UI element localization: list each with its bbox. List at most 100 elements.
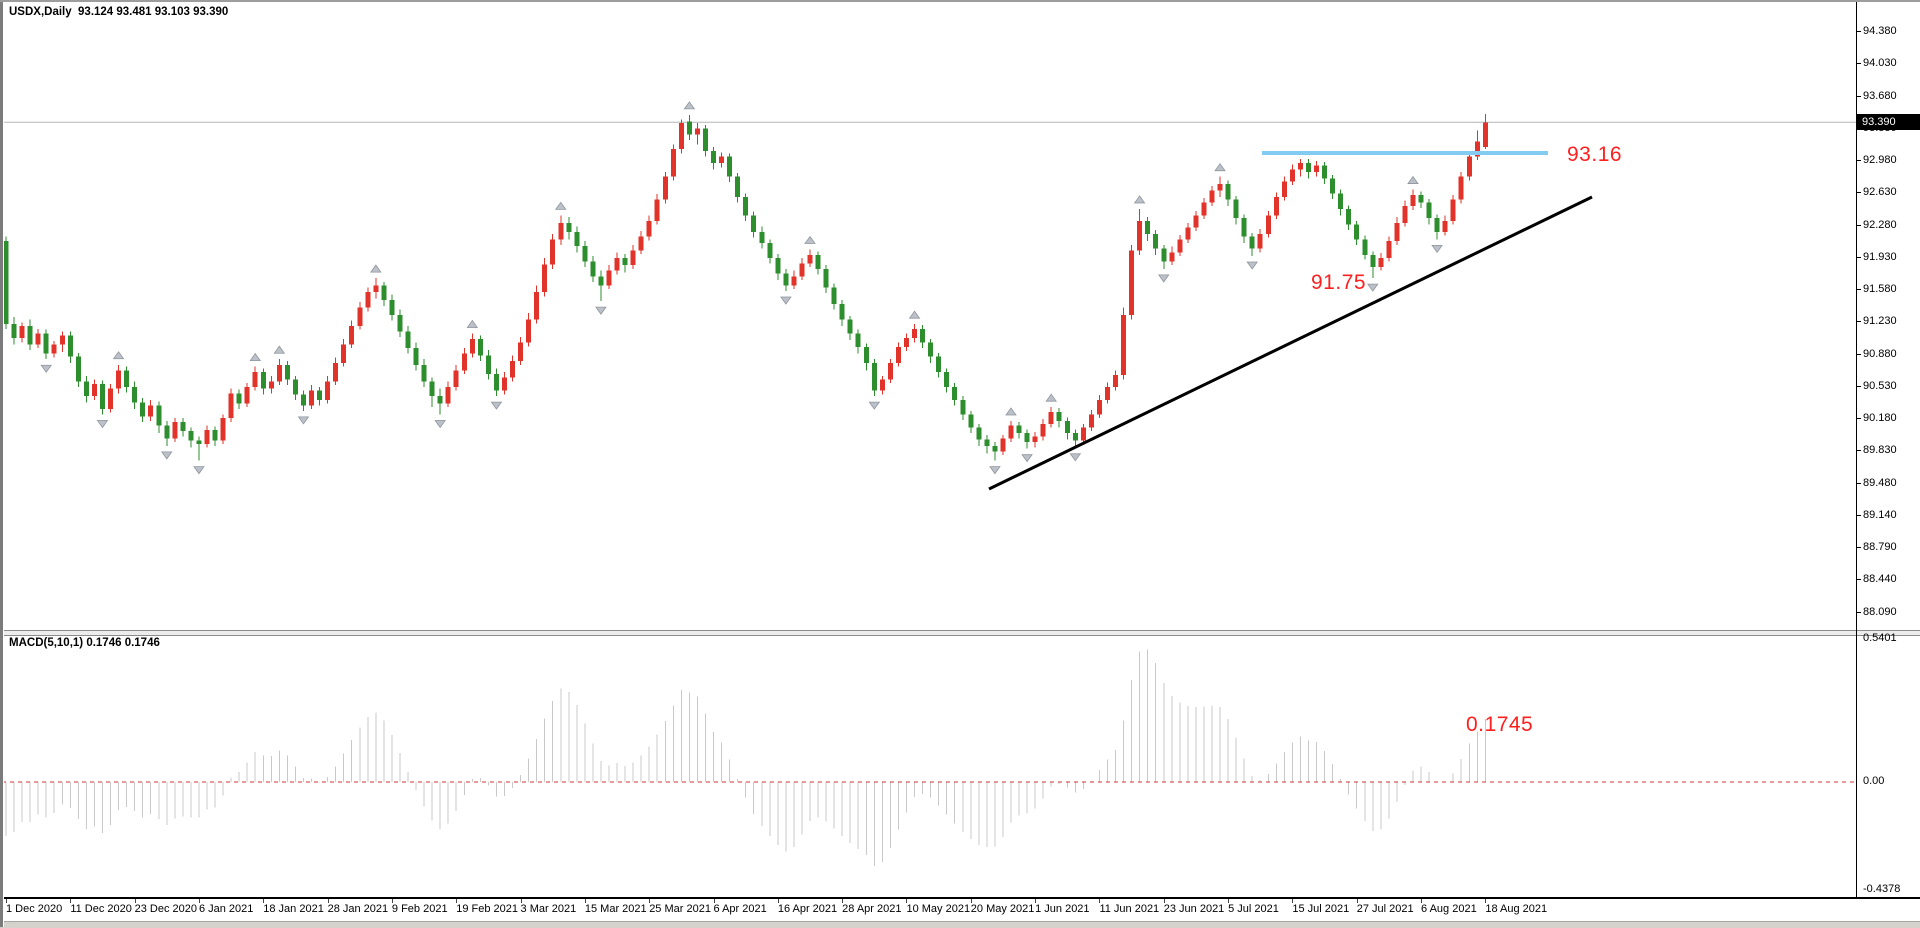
symbol-ohlc-readout: USDX,Daily 93.124 93.481 93.103 93.390 [9,6,229,18]
price-axis-label: 89.140 [1863,508,1897,521]
date-axis-tick [327,899,329,903]
date-axis-label: 3 Mar 2021 [520,903,577,915]
date-axis-label: 28 Apr 2021 [842,903,902,915]
date-axis-label: 23 Jun 2021 [1163,903,1225,915]
price-axis-tick [1856,579,1861,581]
price-axis-tick [1856,289,1861,290]
price-axis-label: 88.440 [1863,573,1897,586]
date-axis-label: 18 Aug 2021 [1485,903,1548,915]
date-axis-tick [906,899,908,903]
date-axis-label: 23 Dec 2020 [134,903,198,915]
date-axis-label: 28 Jan 2021 [327,903,389,915]
date-axis-tick [1035,899,1037,903]
window-left-edge [0,0,4,927]
price-axis-tick [1856,547,1861,548]
price-axis-tick [1856,353,1861,355]
date-axis-tick [584,899,586,903]
date-axis-label: 11 Dec 2020 [70,903,132,915]
macd-indicator-readout: MACD(5,10,1) 0.1746 0.1746 [9,637,160,649]
price-axis-tick [1856,256,1861,258]
date-axis-tick [70,899,72,903]
window-bottom-edge [0,921,1920,928]
date-axis-tick [456,899,458,903]
price-axis-label: 92.630 [1863,186,1897,199]
price-axis-tick [1856,160,1861,161]
date-axis-label: 20 May 2021 [970,903,1035,915]
date-axis-tick [649,899,651,903]
price-axis-tick [1856,95,1861,97]
date-axis-tick [134,899,136,903]
date-axis-tick [1485,899,1487,903]
price-axis-tick [1856,63,1861,65]
panel-separator-handle[interactable] [0,630,1920,636]
price-axis-tick [1856,450,1861,452]
macd-axis-label: 0.00 [1863,775,1885,787]
price-axis-tick [1856,192,1861,194]
macd-panel-border [0,897,1920,899]
price-axis-tick [1856,385,1861,387]
price-axis-label: 91.930 [1863,250,1897,263]
price-axis-label: 94.380 [1863,25,1897,37]
date-axis-label: 1 Jun 2021 [1035,903,1090,915]
date-axis-tick [6,899,7,903]
price-axis-label: 90.530 [1863,379,1897,392]
current-price-badge: 93.390 [1857,114,1920,130]
date-axis-tick [713,899,715,903]
date-axis-label: 1 Dec 2020 [6,903,63,915]
macd-axis-label: 0.5401 [1863,632,1897,644]
price-axis-label: 89.830 [1863,444,1897,457]
price-axis-tick [1856,418,1861,419]
date-axis-label: 5 Jul 2021 [1228,903,1279,915]
price-axis-label: 88.090 [1863,605,1897,618]
window-top-edge [0,0,1920,2]
price-axis-label: 92.280 [1863,218,1897,231]
date-axis-tick [777,899,779,903]
price-axis-label: 91.580 [1863,283,1897,295]
date-axis-tick [1421,899,1423,903]
price-axis-tick [1856,31,1861,32]
date-axis-tick [842,899,844,903]
price-axis-label: 92.980 [1863,154,1897,166]
date-axis-label: 6 Apr 2021 [713,903,767,915]
date-axis-tick [1099,899,1101,903]
price-axis-label: 88.790 [1863,541,1897,553]
price-axis-tick [1856,224,1861,226]
resistance-level-label[interactable]: 93.16 [1567,143,1623,166]
macd-value-label[interactable]: 0.1745 [1466,713,1534,736]
price-axis-tick [1856,321,1861,323]
fractal-arrow-icons [40,101,1443,475]
date-axis-label: 9 Feb 2021 [391,903,448,915]
date-axis-label: 10 May 2021 [906,903,971,915]
date-axis-tick [198,899,200,903]
date-axis-tick [391,899,393,903]
price-axis-label: 91.230 [1863,315,1897,328]
date-axis-label: 19 Feb 2021 [456,903,519,915]
date-axis-label: 27 Jul 2021 [1356,903,1414,915]
date-axis-tick [263,899,265,903]
date-axis-label: 11 Jun 2021 [1099,903,1160,915]
date-axis-label: 6 Jan 2021 [198,903,254,915]
support-level-label[interactable]: 91.75 [1311,271,1367,294]
macd-axis[interactable] [1856,630,1920,897]
price-axis-label: 94.030 [1863,57,1897,70]
resistance-line-object [1262,151,1548,155]
date-axis-label: 18 Jan 2021 [263,903,324,915]
date-axis-tick [970,899,972,903]
price-axis-label: 90.880 [1863,347,1897,360]
date-axis-label: 15 Mar 2021 [584,903,647,915]
macd-histogram [5,649,1486,867]
date-axis-label: 15 Jul 2021 [1292,903,1350,915]
price-axis-tick [1856,482,1861,484]
date-axis-tick [1228,899,1230,903]
candlestick-series [3,113,1488,461]
price-axis-tick [1856,514,1861,516]
macd-axis-label: -0.4378 [1863,883,1901,895]
date-axis-label: 6 Aug 2021 [1421,903,1477,915]
date-axis-label: 16 Apr 2021 [777,903,838,915]
date-axis-tick [1356,899,1358,903]
trendline-object [988,195,1593,491]
date-axis-label: 25 Mar 2021 [649,903,711,915]
price-axis-tick [1856,611,1861,613]
